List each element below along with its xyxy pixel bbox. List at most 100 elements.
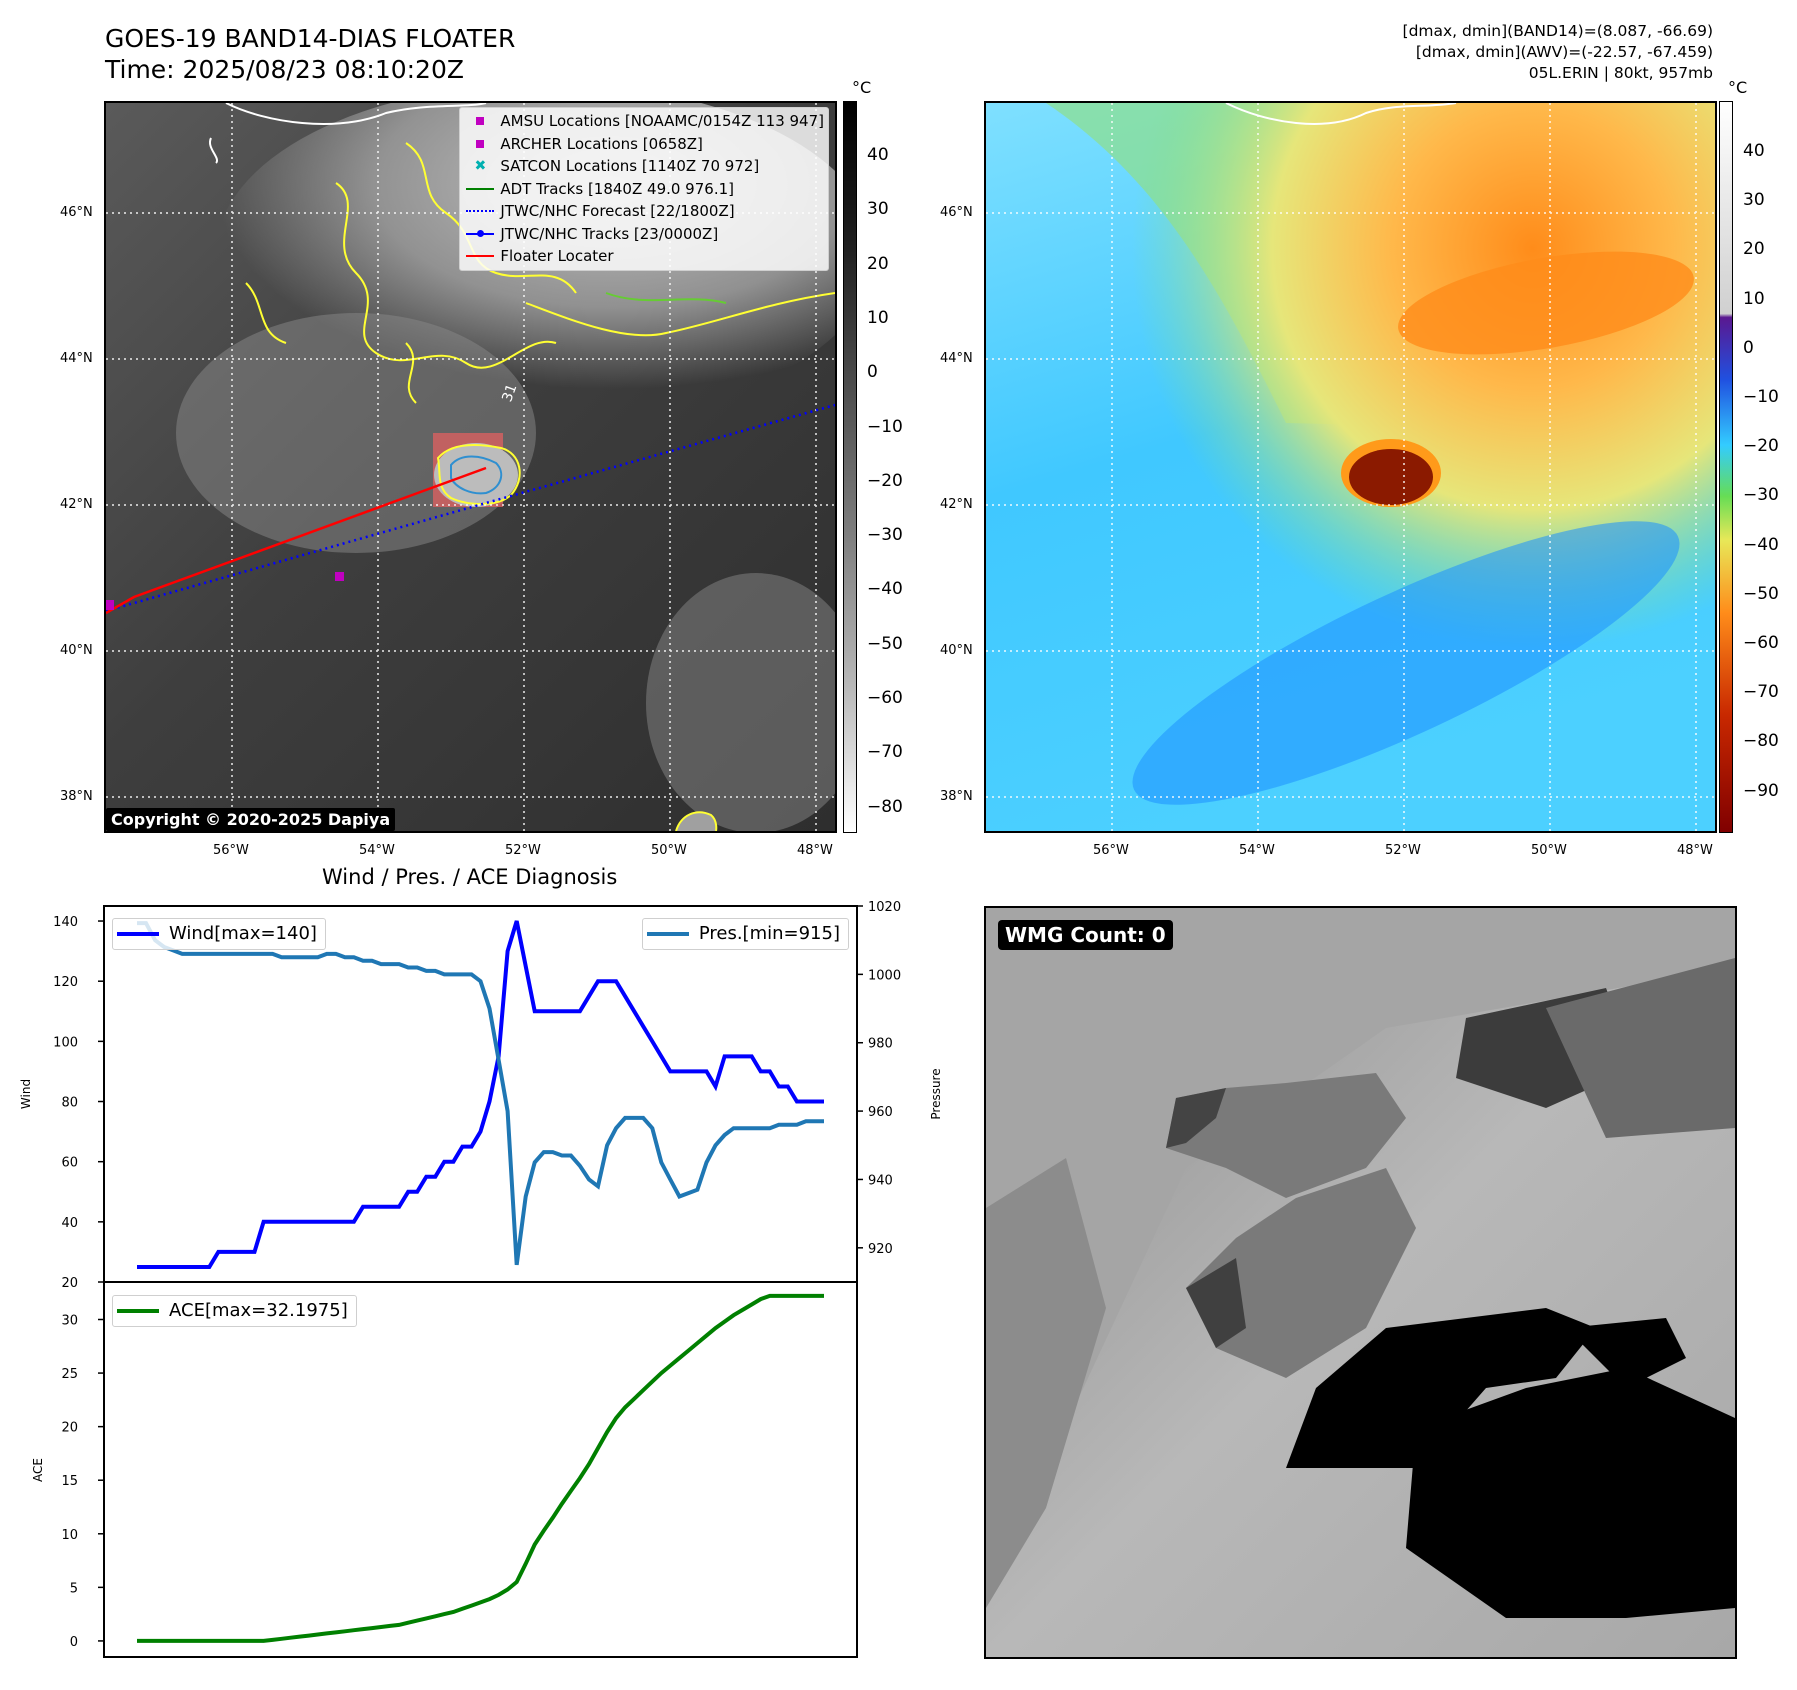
pressure-legend: Pres.[min=915] [641, 918, 849, 950]
axis-tick-label: 30 [61, 1314, 78, 1329]
axis-tick-label: 920 [868, 1242, 893, 1257]
colorbar-tick-label: −80 [867, 796, 903, 817]
colorbar-tick-label: −50 [867, 633, 903, 654]
colorbar-tick-label: −60 [1743, 633, 1779, 653]
blue-line-icon [117, 932, 159, 936]
colorbar-tick-label: −90 [1743, 780, 1779, 801]
floater-locater-track [106, 466, 487, 615]
legend-label: ARCHER Locations [0658Z] [500, 134, 703, 153]
wind-axis-label: Wind [19, 1079, 33, 1109]
figure-title: GOES-19 BAND14-DIAS FLOATER [105, 24, 516, 53]
axis-tick-label: 10 [61, 1528, 78, 1543]
dmax-dmin-awv: [dmax, dmin](AWV)=(-22.57, -67.459) [1415, 43, 1713, 61]
colorbar-tick-label: −30 [1743, 485, 1779, 506]
axis-tick-label: 960 [868, 1105, 893, 1120]
lon-label: 50°W [651, 843, 687, 858]
lat-label: 40°N [940, 643, 973, 658]
awv-map[interactable] [984, 101, 1717, 833]
band14-ir-map[interactable]: 31 AMSU Locations [NOAAMC/0154Z 113 947]… [104, 101, 837, 833]
legend-item-tracks: JTWC/NHC Tracks [23/0000Z] [460, 223, 824, 246]
magenta-square-icon [476, 117, 485, 126]
colorbar-tick-label: 10 [867, 307, 889, 328]
steelblue-line-icon [646, 932, 689, 936]
awv-map-image [986, 103, 1715, 831]
ace-legend-label: ACE[max=32.1975] [169, 1300, 348, 1321]
pressure-axis-label: Pressure [929, 1068, 940, 1119]
awv-colorbar [1719, 101, 1733, 833]
axis-tick-label: 1000 [868, 968, 901, 983]
axis-tick-label: 980 [868, 1037, 893, 1052]
legend-label: ADT Tracks [1840Z 49.0 976.1] [500, 179, 734, 198]
axis-tick-label: 15 [61, 1474, 78, 1489]
axis-tick-label: 40 [61, 1216, 78, 1231]
wmg-count-badge: WMG Count: 0 [998, 920, 1173, 950]
legend-label: JTWC/NHC Forecast [22/1800Z] [500, 202, 735, 220]
archer-location-marker [335, 572, 344, 581]
colorbar-tick-label: −50 [1743, 583, 1779, 604]
legend-item-archer: ARCHER Locations [0658Z] [460, 133, 824, 156]
axis-tick-label: 20 [61, 1421, 78, 1436]
colorbar-tick-label: 40 [867, 145, 889, 165]
pressure-series-line [137, 921, 824, 1266]
colorbar-unit: °C [852, 78, 872, 97]
axis-tick-label: 25 [61, 1367, 78, 1382]
lon-label: 48°W [797, 843, 833, 858]
colorbar-tick-label: −40 [1743, 534, 1779, 555]
green-line-icon [466, 187, 495, 190]
lon-label: 48°W [1677, 843, 1713, 858]
copyright-badge: Copyright © 2020-2025 Dapiya [106, 808, 396, 831]
lat-label: 46°N [60, 205, 93, 220]
axis-tick-label: 1020 [868, 900, 901, 915]
legend-item-floater: Floater Locater [460, 245, 824, 268]
colorbar-tick-label: −40 [867, 579, 903, 600]
legend-item-satcon: ✖ SATCON Locations [1140Z 70 972] [460, 155, 824, 178]
blue-line-dot-icon [466, 229, 495, 237]
figure-timestamp: Time: 2025/08/23 08:10:20Z [105, 55, 464, 84]
magenta-square-icon [476, 139, 485, 148]
wmg-image [986, 908, 1735, 1657]
band14-colorbar [843, 101, 857, 833]
lon-label: 52°W [505, 843, 541, 858]
lat-label: 42°N [60, 497, 93, 512]
lon-label: 54°W [359, 843, 395, 858]
legend-label: AMSU Locations [NOAAMC/0154Z 113 947] [500, 112, 824, 130]
legend-item-forecast: JTWC/NHC Forecast [22/1800Z] [460, 200, 824, 223]
cyan-x-icon: ✖ [474, 158, 487, 175]
ace-axes-frame [103, 1281, 858, 1658]
ace-legend: ACE[max=32.1975] [112, 1295, 357, 1327]
colorbar-tick-label: 0 [867, 362, 878, 383]
wind-pressure-axes-frame [103, 905, 858, 1283]
storm-summary: 05L.ERIN | 80kt, 957mb [1528, 64, 1713, 82]
lat-label: 46°N [940, 205, 973, 220]
pressure-legend-label: Pres.[min=915] [698, 923, 840, 944]
colorbar-tick-label: 40 [1743, 141, 1765, 161]
legend-label: SATCON Locations [1140Z 70 972] [500, 157, 760, 175]
axis-tick-label: 100 [53, 1035, 78, 1050]
colorbar-tick-label: −70 [867, 742, 903, 763]
colorbar-tick-label: 0 [1743, 337, 1754, 358]
colorbar-tick-label: −20 [867, 470, 903, 491]
legend-item-adt: ADT Tracks [1840Z 49.0 976.1] [460, 178, 824, 201]
colorbar-tick-label: 20 [1743, 239, 1765, 260]
axis-tick-label: 140 [53, 915, 78, 930]
axis-tick-label: 80 [61, 1096, 78, 1111]
lon-label: 52°W [1385, 843, 1421, 858]
blue-dotted-line-icon [466, 210, 495, 213]
colorbar-tick-label: 30 [1743, 190, 1765, 211]
colorbar-tick-label: 10 [1743, 288, 1765, 309]
jtwc-forecast-track [106, 403, 835, 613]
map-legend: AMSU Locations [NOAAMC/0154Z 113 947] AR… [459, 107, 829, 271]
axis-tick-label: 20 [61, 1276, 78, 1291]
wmg-panel[interactable]: WMG Count: 0 [984, 906, 1737, 1659]
axis-tick-label: 0 [70, 1635, 78, 1650]
wind-legend-label: Wind[max=140] [169, 923, 317, 944]
colorbar-tick-label: 30 [867, 199, 889, 220]
green-line-icon [117, 1309, 159, 1313]
axis-tick-label: 940 [868, 1173, 893, 1188]
legend-item-amsu: AMSU Locations [NOAAMC/0154Z 113 947] [460, 110, 824, 133]
wind-series-line [137, 920, 824, 1269]
axis-tick-label: 60 [61, 1156, 78, 1171]
lon-label: 56°W [1093, 843, 1129, 858]
dmax-dmin-band14: [dmax, dmin](BAND14)=(8.087, -66.69) [1402, 22, 1713, 40]
colorbar-tick-label: 20 [867, 253, 889, 274]
